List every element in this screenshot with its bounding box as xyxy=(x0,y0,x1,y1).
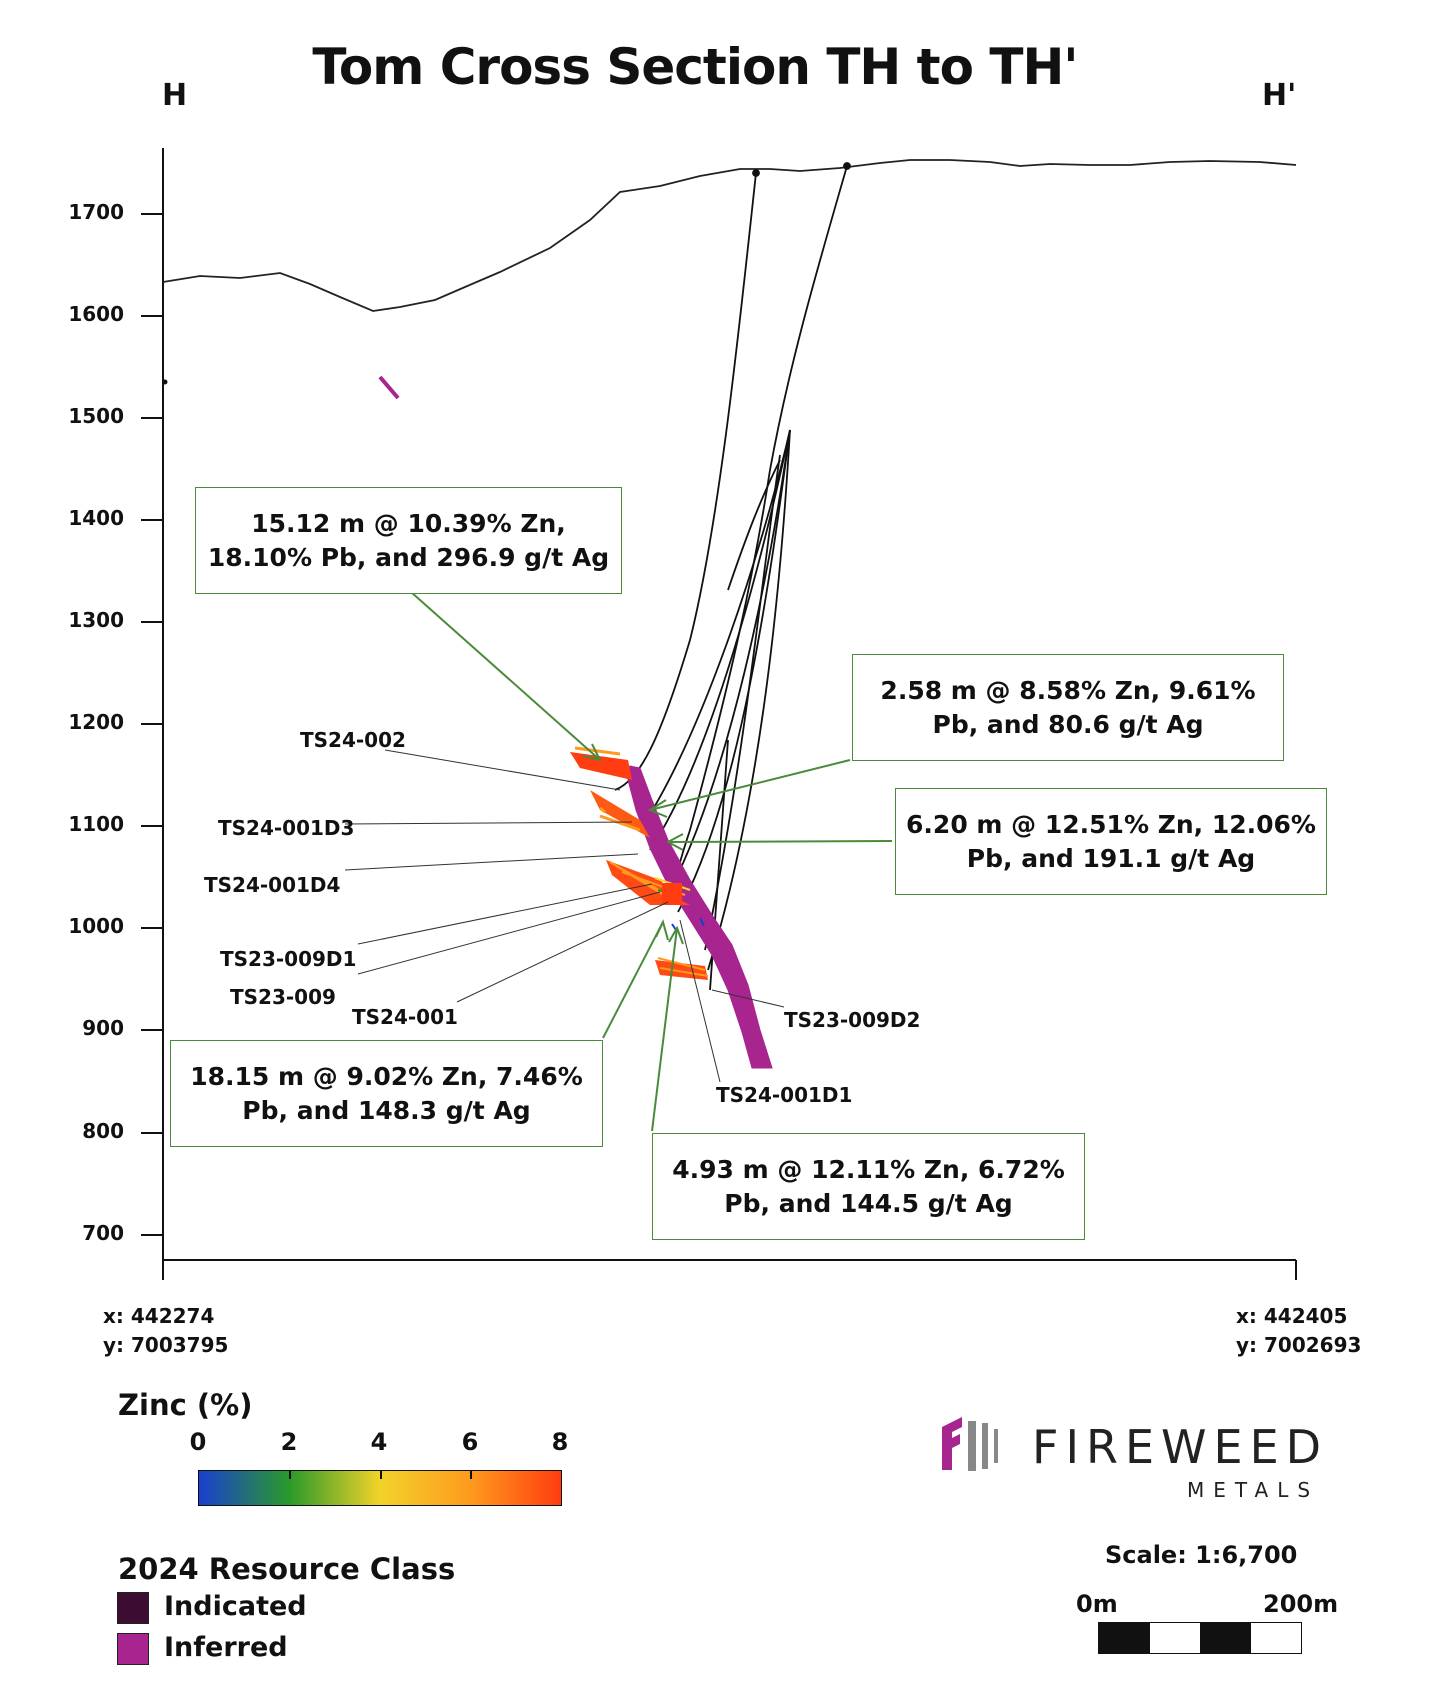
resource-legend-title: 2024 Resource Class xyxy=(118,1552,456,1586)
hole-label-ts24-001: TS24-001 xyxy=(352,1005,458,1029)
assay-callout-4: 18.15 m @ 9.02% Zn, 7.46% Pb, and 148.3 … xyxy=(170,1040,603,1147)
zinc-colorbar xyxy=(198,1470,562,1506)
scale-start-label: 0m xyxy=(1076,1590,1118,1618)
y-tick-1700: 1700 xyxy=(68,200,124,224)
y-axis-ticks xyxy=(141,213,163,1236)
inferred-fragment xyxy=(378,375,400,400)
inferred-label: Inferred xyxy=(164,1632,288,1663)
logo-subtitle: METALS xyxy=(1187,1478,1320,1502)
zinc-tick-8: 8 xyxy=(551,1428,569,1456)
inferred-swatch xyxy=(117,1633,149,1665)
intercept-5 xyxy=(655,960,708,980)
zinc-tick-0: 0 xyxy=(189,1428,207,1456)
hole-label-ts23-009d1: TS23-009D1 xyxy=(220,947,357,971)
assay-callout-1: 15.12 m @ 10.39% Zn, 18.10% Pb, and 296.… xyxy=(195,487,622,594)
drill-hole-traces xyxy=(614,162,851,991)
callout-arrows xyxy=(410,591,893,1132)
assay-callout-3: 6.20 m @ 12.51% Zn, 12.06% Pb, and 191.1… xyxy=(895,788,1327,895)
indicated-swatch xyxy=(117,1592,149,1624)
topography-line xyxy=(162,159,1297,312)
section-start-coordinates: x: 442274 y: 7003795 xyxy=(103,1304,229,1357)
hole-label-ts23-009: TS23-009 xyxy=(230,985,336,1009)
fireweed-logo-mark xyxy=(942,1417,998,1471)
collar-marker-left xyxy=(162,379,168,385)
hole-label-ts24-001d1: TS24-001D1 xyxy=(716,1083,853,1107)
inferred-resource-body xyxy=(627,765,773,1069)
zinc-tick-6: 6 xyxy=(461,1428,479,1456)
zinc-tick-2: 2 xyxy=(280,1428,298,1456)
section-end-label: H' xyxy=(1262,78,1297,113)
y-tick-800: 800 xyxy=(82,1119,124,1143)
y-tick-1600: 1600 xyxy=(68,302,124,326)
y-tick-1300: 1300 xyxy=(68,608,124,632)
zinc-legend-title: Zinc (%) xyxy=(118,1388,253,1422)
y-tick-900: 900 xyxy=(82,1016,124,1040)
y-tick-1400: 1400 xyxy=(68,506,124,530)
y-tick-1100: 1100 xyxy=(68,812,124,836)
scale-ratio: Scale: 1:6,700 xyxy=(1105,1541,1298,1569)
y-tick-700: 700 xyxy=(82,1221,124,1245)
logo-wordmark: FIREWEED xyxy=(1032,1420,1329,1474)
assay-callout-5: 4.93 m @ 12.11% Zn, 6.72% Pb, and 144.5 … xyxy=(652,1133,1085,1240)
assay-callout-2: 2.58 m @ 8.58% Zn, 9.61% Pb, and 80.6 g/… xyxy=(852,654,1284,761)
scale-end-label: 200m xyxy=(1263,1590,1339,1618)
intercept-1 xyxy=(570,752,632,780)
zinc-tick-4: 4 xyxy=(370,1428,388,1456)
drill-trace-ts24-002 xyxy=(614,172,757,791)
section-end-coordinates: x: 442405 y: 7002693 xyxy=(1236,1304,1362,1357)
zinc-intercepts xyxy=(570,746,709,980)
hole-label-ts24-001d3: TS24-001D3 xyxy=(218,816,355,840)
hole-label-ts24-002: TS24-002 xyxy=(300,728,406,752)
y-tick-1200: 1200 xyxy=(68,710,124,734)
y-tick-1500: 1500 xyxy=(68,404,124,428)
intercept-4 xyxy=(662,883,682,905)
indicated-label: Indicated xyxy=(164,1591,307,1622)
hole-label-leaders xyxy=(344,749,785,1083)
hole-label-ts23-009d2: TS23-009D2 xyxy=(784,1008,921,1032)
y-tick-1000: 1000 xyxy=(68,914,124,938)
figure-title: Tom Cross Section TH to TH' xyxy=(312,38,1078,96)
hole-label-ts24-001d4: TS24-001D4 xyxy=(204,873,341,897)
intercept-2 xyxy=(590,790,650,838)
section-start-label: H xyxy=(162,78,188,113)
scale-bar xyxy=(1098,1622,1302,1654)
